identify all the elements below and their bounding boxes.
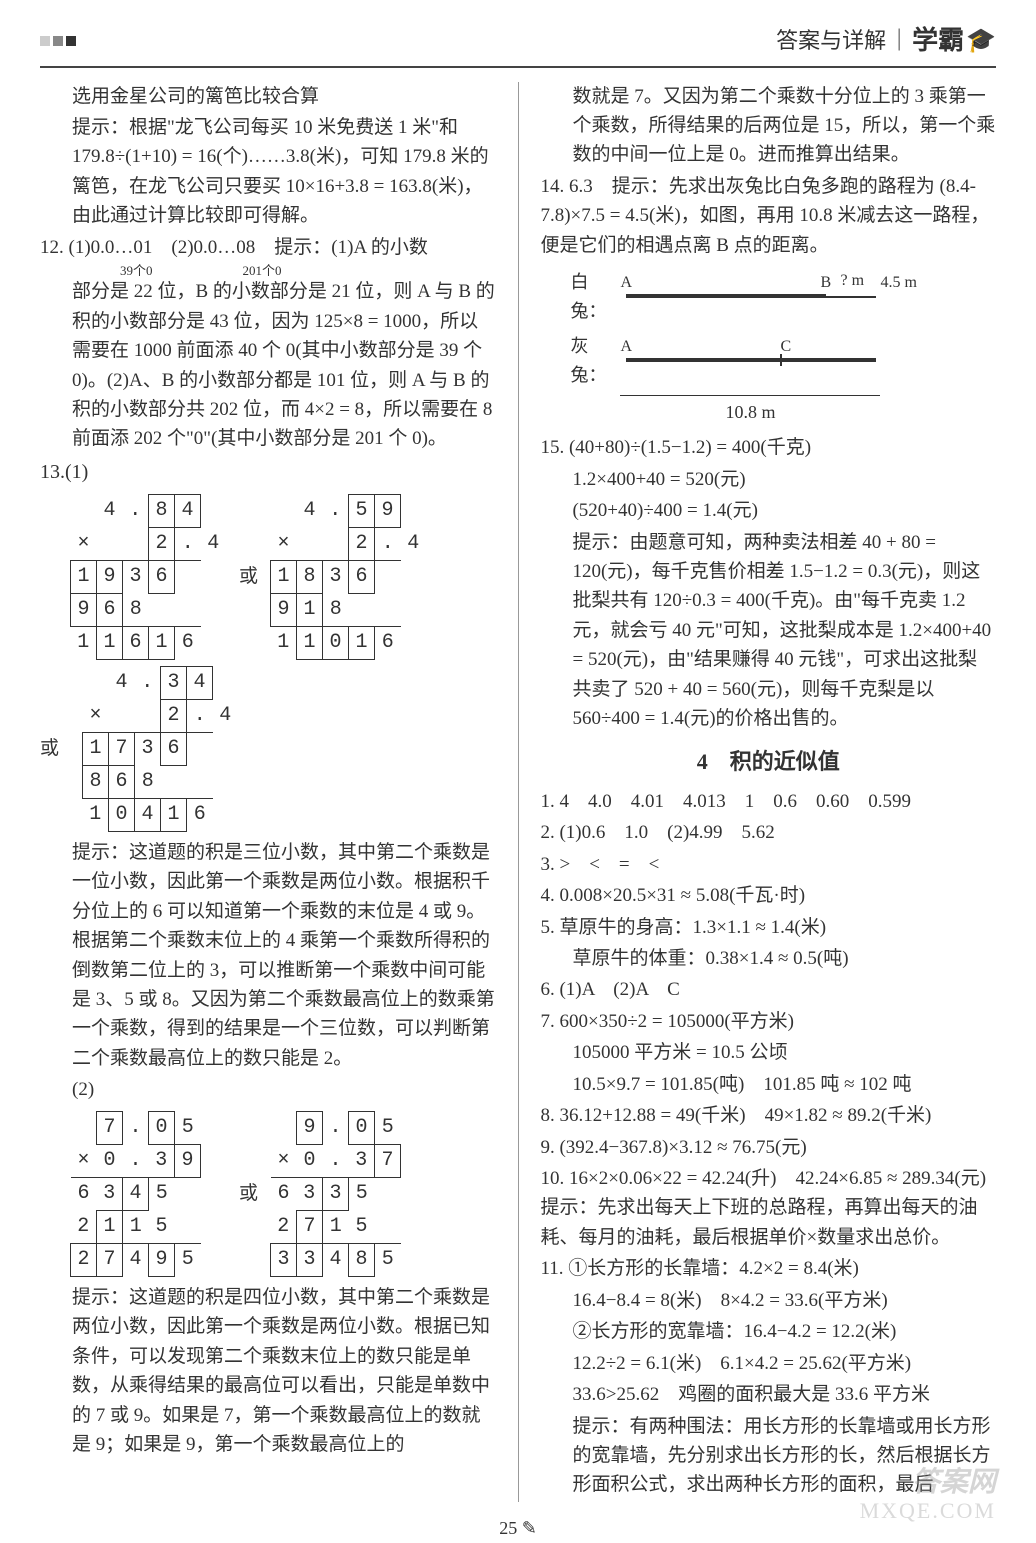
ans-6: 6. (1)A (2)A C (540, 975, 996, 1004)
q15-a: 15. (40+80)÷(1.5−1.2) = 400(千克) (540, 433, 996, 462)
left-column: 选用金星公司的篱笆比较合算 提示：根据"龙飞公司每买 10 米免费送 1 米"和… (40, 82, 496, 1502)
ans-5a: 5. 草原牛的身高：1.3×1.1 ≈ 1.4(米) (540, 913, 996, 942)
right-column: 数就是 7。又因为第二个乘数十分位上的 3 乘第一个乘数，所得结果的后两位是 1… (540, 82, 996, 1502)
ans-3: 3. > < = < (540, 850, 996, 879)
annotation: 39个0 (120, 264, 153, 277)
mult-grid-1: 4.84×2.4193696811616 (70, 494, 227, 660)
section-4-title: 4 积的近似值 (540, 744, 996, 779)
or-text: 或 (40, 734, 70, 764)
ans-4: 4. 0.008×20.5×31 ≈ 5.08(千瓦·时) (540, 881, 996, 910)
annotation: 201个0 (243, 264, 282, 277)
q14: 14. 6.3 提示：先求出灰兔比白兔多跑的路程为 (8.4-7.8)×7.5 … (540, 172, 996, 260)
mult-row-3: 7.05×0.396345211527495 或 9.05×0.37633527… (70, 1111, 496, 1277)
mult-row-2: 或 4.34×2.4173686810416 (40, 666, 496, 832)
ans-11e: 33.6>25.62 鸡圈的面积最大是 33.6 平方米 (540, 1380, 996, 1409)
ans-1: 1. 4 4.0 4.01 4.013 1 0.6 0.60 0.599 (540, 787, 996, 816)
or-text: 或 (239, 562, 258, 592)
ans-8: 8. 36.12+12.88 = 49(千米) 49×1.82 ≈ 89.2(千… (540, 1101, 996, 1130)
ans-7b: 105000 平方米 = 10.5 公顷 (540, 1038, 996, 1067)
q13-hint1: 提示：这道题的积是三位小数，其中第二个乘数是一位小数，因此第一个乘数是两位小数。… (40, 838, 496, 1074)
ans-11b: 16.4−8.4 = 8(米) 8×4.2 = 33.6(平方米) (540, 1286, 996, 1315)
column-divider (518, 82, 519, 1502)
header-decoration (40, 36, 76, 46)
or-text: 或 (239, 1179, 258, 1209)
ans-7a: 7. 600×350÷2 = 105000(平方米) (540, 1007, 996, 1036)
mult-grid-5: 9.05×0.376335271533485 (270, 1111, 427, 1277)
q12-body: 部分是 22 位，B 的小数部分是 21 位，则 A 与 B 的积的小数部分是 … (40, 277, 496, 454)
q13-2-label: (2) (40, 1075, 496, 1104)
q15-c: (520+40)÷400 = 1.4(元) (540, 496, 996, 525)
text-hint: 提示：根据"龙飞公司每买 10 米免费送 1 米"和 179.8÷(1+10) … (40, 113, 496, 231)
ans-11d: 12.2÷2 = 6.1(米) 6.1×4.2 = 25.62(平方米) (540, 1349, 996, 1378)
watermark-2: MXQE.COM (860, 1493, 996, 1528)
ans-11a: 11. ①长方形的长靠墙：4.2×2 = 8.4(米) (540, 1254, 996, 1283)
text-cont: 数就是 7。又因为第二个乘数十分位上的 3 乘第一个乘数，所得结果的后两位是 1… (540, 82, 996, 170)
q12-line1: 12. (1)0.0…01 (2)0.0…08 提示：(1)A 的小数 (40, 233, 496, 262)
q13-label: 13.(1) (40, 456, 100, 488)
mult-row-1: 4.84×2.4193696811616 或 4.59×2.4183691811… (70, 494, 496, 660)
ans-7c: 10.5×9.7 = 101.85(吨) 101.85 吨 ≈ 102 吨 (540, 1070, 996, 1099)
page-number: 25 ✎ (40, 1514, 996, 1543)
mult-grid-4: 7.05×0.396345211527495 (70, 1111, 227, 1277)
graduation-icon: 🎓 (966, 22, 996, 60)
header-title: 答案与详解｜学霸🎓 (776, 20, 996, 62)
ans-5b: 草原牛的体重：0.38×1.4 ≈ 0.5(吨) (540, 944, 996, 973)
mult-grid-2: 4.59×2.4183691811016 (270, 494, 427, 660)
ans-9: 9. (392.4−367.8)×3.12 ≈ 76.75(元) (540, 1133, 996, 1162)
content-columns: 选用金星公司的篱笆比较合算 提示：根据"龙飞公司每买 10 米免费送 1 米"和… (40, 82, 996, 1502)
q15-d: 提示：由题意可知，两种卖法相差 40 + 80 = 120(元)，每千克售价相差… (540, 528, 996, 734)
q15-b: 1.2×400+40 = 520(元) (540, 465, 996, 494)
q13-hint2: 提示：这道题的积是四位小数，其中第二个乘数是两位小数，因此第一个乘数是两位小数。… (40, 1283, 496, 1460)
mult-grid-3: 4.34×2.4173686810416 (82, 666, 239, 832)
ans-10: 10. 16×2×0.06×22 = 42.24(升) 42.24×6.85 ≈… (540, 1164, 996, 1252)
rabbit-diagram: 白兔： A B ? m 4.5 m 灰兔： A C (570, 268, 996, 425)
ans-2: 2. (1)0.6 1.0 (2)4.99 5.62 (540, 818, 996, 847)
text-line: 选用金星公司的篱笆比较合算 (40, 82, 496, 111)
ans-11c: ②长方形的宽靠墙：16.4−4.2 = 12.2(米) (540, 1317, 996, 1346)
page-header: 答案与详解｜学霸🎓 (40, 20, 996, 68)
